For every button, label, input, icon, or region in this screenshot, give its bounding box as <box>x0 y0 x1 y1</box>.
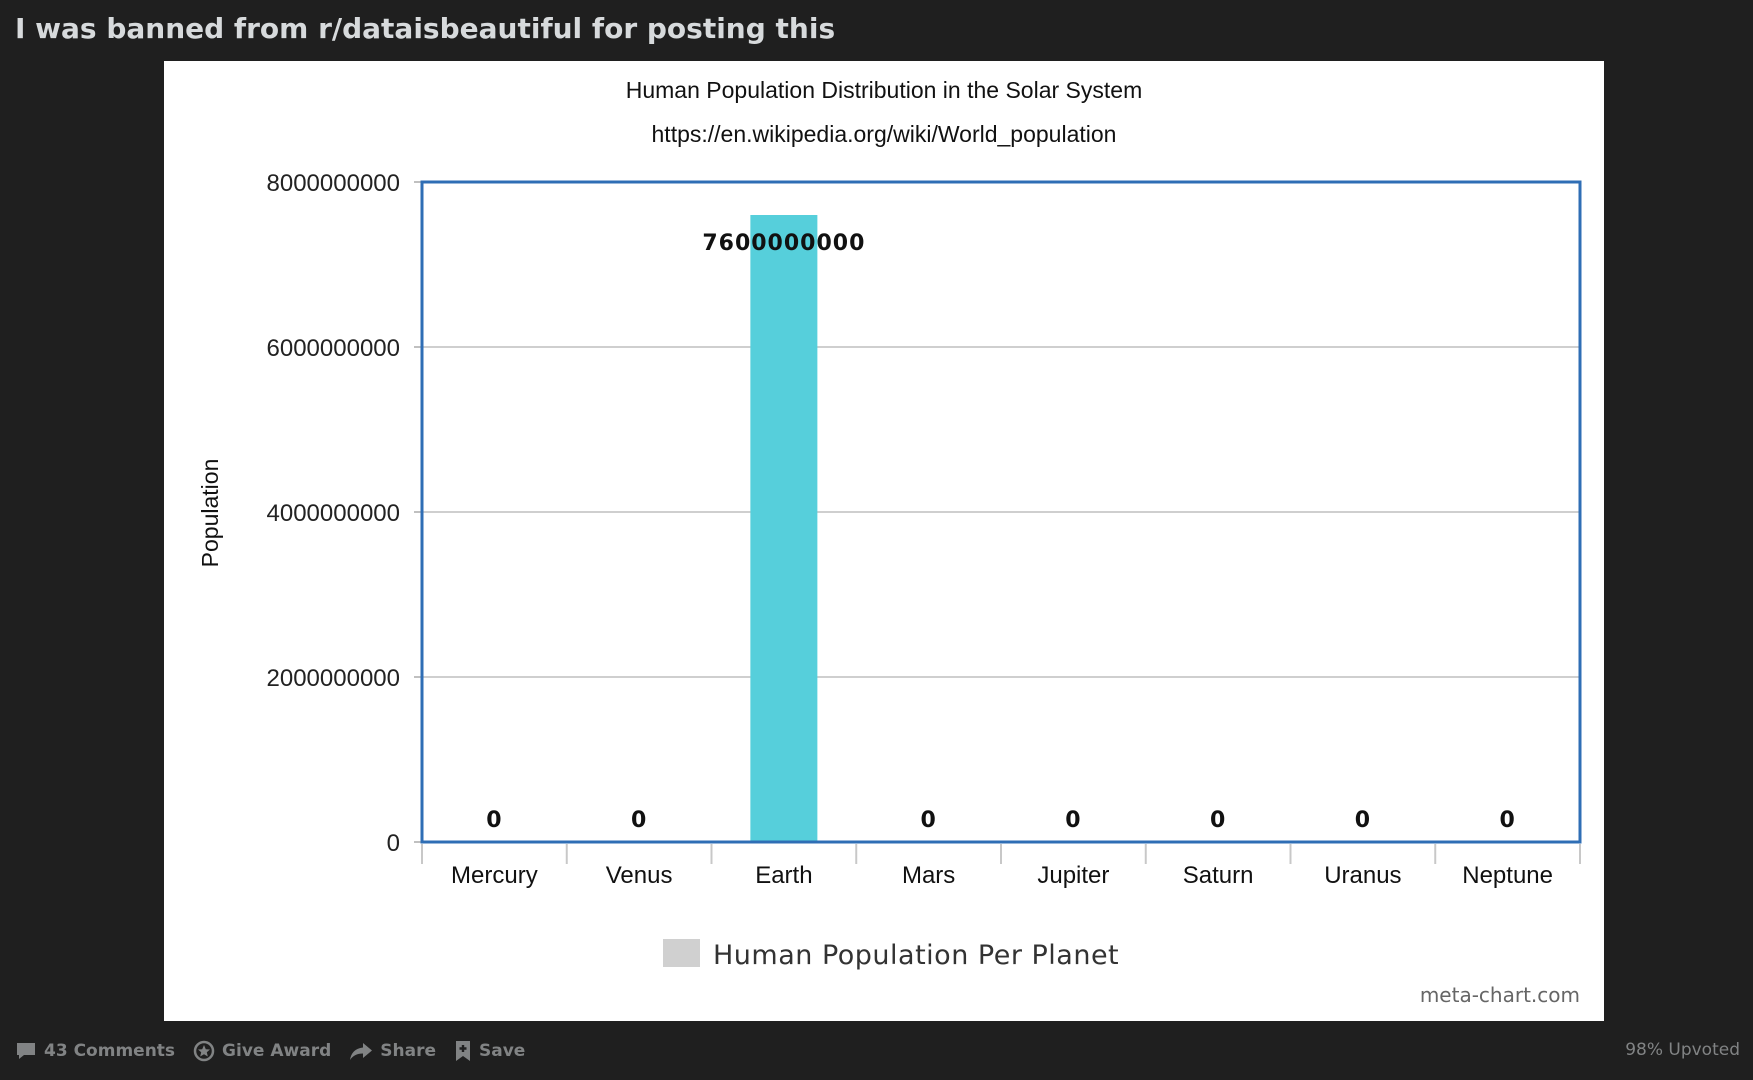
chart-subtitle: https://en.wikipedia.org/wiki/World_popu… <box>652 121 1117 147</box>
legend-label: Human Population Per Planet <box>713 940 1119 971</box>
data-label: 0 <box>1065 808 1081 833</box>
y-axis-label: Population <box>197 459 223 568</box>
share-button[interactable]: Share <box>349 1041 436 1061</box>
data-label: 0 <box>631 808 647 833</box>
x-axis-ticks: Mercury Venus Earth Mars Jupiter Saturn Uranus… <box>421 844 1581 889</box>
y-tick-label: 4000000000 <box>267 500 400 527</box>
comments-button[interactable]: 43 Comments <box>15 1041 175 1061</box>
y-tick-label: 6000000000 <box>267 335 400 362</box>
upvote-ratio: 98% Upvoted <box>1625 1040 1740 1060</box>
x-tick-label: Neptune <box>1462 862 1553 889</box>
x-tick-label: Mars <box>902 862 955 889</box>
y-tick-label: 8000000000 <box>267 170 400 197</box>
award-icon <box>193 1040 215 1062</box>
data-label: 7600000000 <box>702 231 865 256</box>
chart-credit: meta-chart.com <box>1420 983 1580 1007</box>
data-label: 0 <box>1210 808 1226 833</box>
chart-title: Human Population Distribution in the Sol… <box>626 77 1142 103</box>
x-tick-label: Mercury <box>451 862 538 889</box>
data-label: 0 <box>1355 808 1371 833</box>
x-tick-label: Saturn <box>1183 862 1254 889</box>
plot-frame <box>420 180 1582 844</box>
x-tick-label: Venus <box>606 862 673 889</box>
x-tick-label: Uranus <box>1324 862 1401 889</box>
data-label: 0 <box>920 808 936 833</box>
post-image[interactable]: Human Population Distribution in the Sol… <box>164 61 1604 1021</box>
post-actions: 43 Comments Give Award Share Save <box>15 1038 543 1064</box>
chart: Human Population Distribution in the Sol… <box>197 77 1582 1007</box>
save-button[interactable]: Save <box>454 1040 525 1062</box>
give-award-button[interactable]: Give Award <box>193 1040 331 1062</box>
data-labels: 0 0 7600000000 0 0 0 0 0 <box>486 231 1515 833</box>
give-award-label: Give Award <box>222 1041 332 1061</box>
x-tick-label: Jupiter <box>1037 862 1109 889</box>
legend-swatch <box>663 939 700 967</box>
comment-icon <box>17 1043 35 1059</box>
bars <box>750 215 818 842</box>
comments-label: 43 Comments <box>44 1041 176 1061</box>
data-label: 0 <box>1499 808 1515 833</box>
share-icon <box>350 1043 373 1060</box>
gridlines <box>422 346 1580 678</box>
save-label: Save <box>478 1041 526 1061</box>
x-tick-label: Earth <box>755 862 812 889</box>
y-axis-ticks: 0 2000000000 4000000000 6000000000 800000000… <box>267 170 422 857</box>
bookmark-icon <box>455 1041 470 1061</box>
data-label: 0 <box>486 808 502 833</box>
y-tick-label: 2000000000 <box>267 665 400 692</box>
bar-earth <box>750 215 818 842</box>
legend: Human Population Per Planet <box>663 939 1119 971</box>
share-label: Share <box>380 1041 436 1061</box>
post-title[interactable]: I was banned from r/dataisbeautiful for … <box>15 12 836 45</box>
y-tick-label: 0 <box>387 830 400 857</box>
